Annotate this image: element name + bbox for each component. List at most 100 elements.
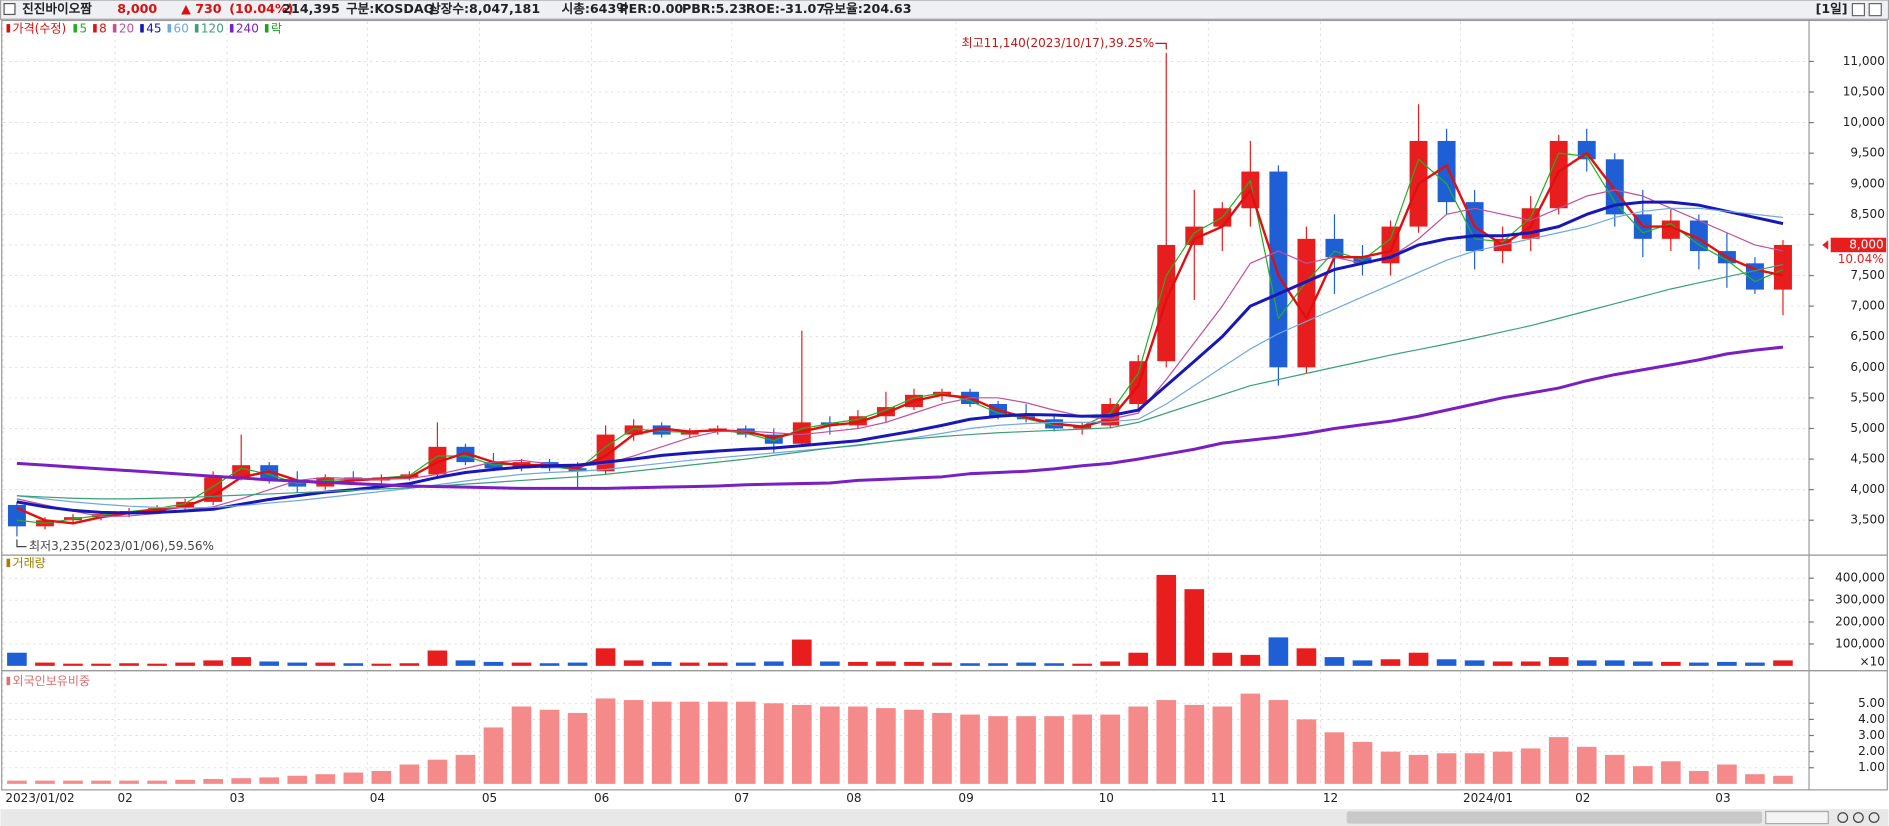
per: PER:0.00 [619,1,683,16]
low-annotation: 최저3,235(2023/01/06),59.56% [29,539,214,553]
candle-body [848,416,867,426]
legend-label: 8 [99,21,107,35]
candle-body [232,465,251,478]
legend-marker [93,24,97,33]
bar [623,660,644,666]
bar [1016,662,1036,666]
bar [1072,714,1092,784]
moving-average [16,263,1784,500]
zoom-button[interactable] [1852,812,1864,823]
bar [147,663,167,666]
bar [651,701,672,784]
bar [1548,657,1569,666]
bar [1128,706,1149,784]
bar [763,703,784,784]
legend-marker [167,24,172,33]
zoom-button[interactable] [1837,812,1849,823]
bar [1240,654,1261,666]
scroll-thumb[interactable] [1346,811,1763,824]
y-tick-label: 9,500 [1850,146,1884,160]
legend-marker [264,24,269,33]
bar [483,727,504,784]
x-tick-label: 02 [117,791,132,805]
bar [231,778,251,784]
bar [567,662,588,666]
bar [1717,661,1737,666]
pbr: PBR:5.23 [682,1,747,16]
zoom-button[interactable] [1868,812,1880,823]
x-tick-label: 06 [594,791,609,805]
roe: ROE:-31.07 [746,1,825,16]
window-button[interactable] [1851,3,1866,17]
bar [1380,659,1401,666]
bar [455,754,476,784]
y-tick-label: 10,500 [1843,85,1885,99]
bar [1632,661,1653,666]
bar [371,663,392,666]
bar [175,662,195,666]
y-tick-label: 11,000 [1843,54,1885,68]
bar [1436,753,1457,784]
bar [707,701,728,784]
y-tick-label: 300,000 [1835,593,1885,607]
bar [932,712,952,784]
y-tick-label: 7,500 [1850,268,1884,282]
bar [511,706,532,784]
legend-label: 락 [271,21,282,35]
legend-marker [194,24,199,33]
x-tick-label: 05 [482,791,497,805]
bar [595,648,616,666]
bar [651,661,672,666]
bar [1773,775,1793,784]
bar [1296,719,1317,784]
bar [1156,574,1177,666]
y-tick-label: 6,000 [1850,360,1884,374]
bar [315,662,336,666]
y-tick-label: 4.00 [1858,712,1885,726]
legend-marker [229,24,234,33]
annotation-arrow [16,539,27,548]
period[interactable]: [1일] [1816,1,1848,16]
bar [1100,714,1121,784]
bar [1240,693,1261,784]
x-tick-label: 03 [1715,791,1730,805]
bar [1492,661,1513,666]
price: 8,000 [117,1,157,16]
y-tick-label: 5.00 [1858,696,1885,710]
bar [1661,761,1681,784]
x-tick-label: 11 [1211,791,1226,805]
bar [707,662,728,666]
x-tick-label: 02 [1575,791,1590,805]
panel-title: 외국인보유비중 [13,674,90,688]
bar [988,716,1008,784]
bar [1604,754,1625,784]
bar [287,775,308,784]
bar [1773,660,1793,666]
bar [1072,663,1092,666]
bar [259,777,280,784]
moving-average [16,151,1784,525]
y-tick-label: 200,000 [1835,615,1885,629]
unit-label: ×10 [1859,655,1884,669]
bar [1520,661,1541,666]
bar [1604,660,1625,666]
zoom-slider[interactable] [1765,810,1829,825]
candle-body [260,465,279,481]
legend-label: 20 [119,21,134,35]
bar [876,661,896,666]
legend-marker [6,24,11,33]
window-button[interactable] [1868,3,1882,17]
bar [343,663,364,666]
bar [7,652,27,666]
bar [595,698,616,784]
x-tick-label: 2023/01/02 [5,791,74,805]
bar [1352,741,1373,784]
high-annotation: 최고11,140(2023/10/17),39.25% [962,36,1155,50]
bar [399,663,420,666]
bar [735,701,756,784]
bar [1044,716,1064,784]
legend-marker [6,558,11,568]
checkbox[interactable] [3,3,16,16]
bar [1016,716,1036,784]
